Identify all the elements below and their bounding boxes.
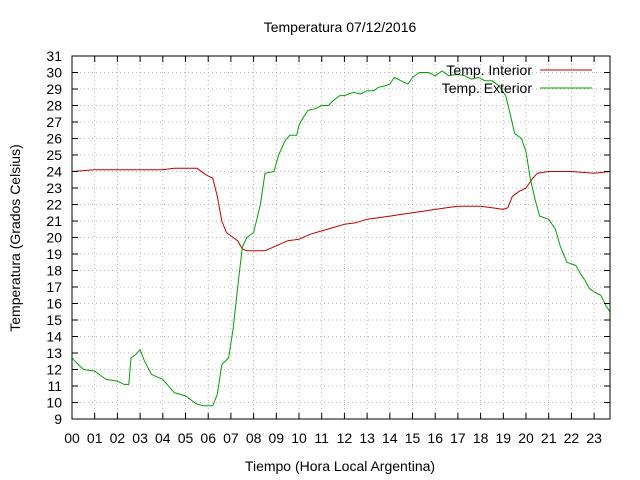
y-tick-label: 12 (46, 362, 62, 378)
y-tick-label: 22 (46, 197, 62, 213)
y-tick-label: 26 (46, 131, 62, 147)
x-axis-ticks: 00 01 02 03 04 05 06 07 08 09 10 11 12 13 14 15 16 17 18 19… (64, 56, 602, 446)
y-tick-label: 18 (46, 263, 62, 279)
y-tick-label: 21 (46, 213, 62, 229)
y-tick-label: 16 (46, 296, 62, 312)
y-tick-label: 13 (46, 345, 62, 361)
y-tick-label: 24 (46, 164, 62, 180)
y-axis-ticks: 9101112131415161718192021222324252627282… (46, 48, 610, 427)
y-tick-label: 11 (47, 378, 62, 394)
x-tick-label: 12 (337, 430, 353, 446)
x-tick-label: 02 (110, 430, 126, 446)
series-line-interior (71, 167, 611, 252)
x-tick-label: 23 (586, 430, 602, 446)
x-tick-label: 18 (473, 430, 489, 446)
y-tick-label: 15 (46, 312, 62, 328)
x-tick-label: 20 (518, 430, 534, 446)
legend: Temp. Interior Temp. Exterior (442, 62, 592, 96)
x-tick-label: 15 (405, 430, 421, 446)
y-tick-label: 17 (46, 279, 62, 295)
grid (72, 56, 610, 419)
y-tick-label: 23 (46, 180, 62, 196)
x-axis-label: Tiempo (Hora Local Argentina) (245, 458, 435, 474)
y-tick-label: 27 (46, 114, 62, 130)
chart-title: Temperatura 07/12/2016 (264, 19, 417, 35)
series-lines (71, 70, 611, 407)
x-tick-label: 19 (496, 430, 512, 446)
y-tick-label: 10 (46, 395, 62, 411)
y-tick-label: 29 (46, 81, 62, 97)
x-tick-label: 03 (132, 430, 148, 446)
x-tick-label: 08 (246, 430, 262, 446)
y-tick-label: 30 (46, 65, 62, 81)
x-tick-label: 11 (314, 430, 329, 446)
x-tick-label: 04 (155, 430, 171, 446)
y-tick-label: 20 (46, 230, 62, 246)
y-tick-label: 9 (54, 411, 62, 427)
legend-label-exterior: Temp. Exterior (442, 80, 533, 96)
y-tick-label: 19 (46, 246, 62, 262)
y-tick-label: 14 (46, 329, 62, 345)
x-tick-label: 17 (450, 430, 466, 446)
x-tick-label: 07 (223, 430, 239, 446)
x-tick-label: 10 (291, 430, 307, 446)
y-axis-label: Temperatura (Grados Celsius) (7, 144, 23, 332)
x-tick-label: 22 (564, 430, 580, 446)
x-tick-label: 16 (427, 430, 443, 446)
series-line-exterior (71, 70, 611, 407)
legend-label-interior: Temp. Interior (446, 62, 532, 78)
y-tick-label: 31 (46, 48, 62, 64)
x-tick-label: 01 (87, 430, 103, 446)
x-tick-label: 00 (64, 430, 80, 446)
x-tick-label: 06 (200, 430, 216, 446)
x-tick-label: 14 (382, 430, 398, 446)
y-tick-label: 25 (46, 147, 62, 163)
x-tick-label: 09 (269, 430, 285, 446)
x-tick-label: 21 (541, 430, 557, 446)
y-tick-label: 28 (46, 98, 62, 114)
x-tick-label: 05 (178, 430, 194, 446)
x-tick-label: 13 (359, 430, 375, 446)
